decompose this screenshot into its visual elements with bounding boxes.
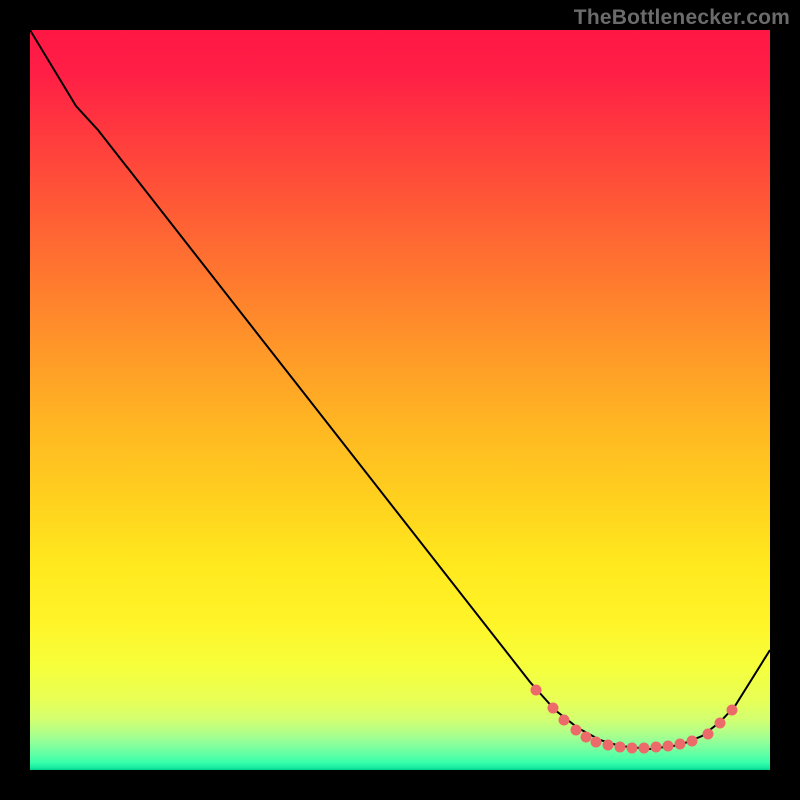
curve-marker bbox=[581, 732, 592, 743]
curve-marker bbox=[548, 703, 559, 714]
curve-marker bbox=[559, 715, 570, 726]
chart-canvas: TheBottlenecker.com bbox=[0, 0, 800, 800]
curve-marker bbox=[627, 743, 638, 754]
curve-marker bbox=[727, 705, 738, 716]
curve-marker bbox=[675, 739, 686, 750]
curve-marker bbox=[703, 729, 714, 740]
curve-marker bbox=[715, 718, 726, 729]
bottleneck-curve bbox=[30, 30, 770, 749]
curve-marker bbox=[531, 685, 542, 696]
curve-marker bbox=[571, 725, 582, 736]
plot-area bbox=[30, 30, 770, 770]
curve-marker bbox=[687, 736, 698, 747]
curve-marker bbox=[603, 740, 614, 751]
curve-marker bbox=[663, 741, 674, 752]
curve-marker bbox=[615, 742, 626, 753]
curve-marker bbox=[639, 743, 650, 754]
curve-markers bbox=[531, 685, 738, 754]
curve-marker bbox=[591, 737, 602, 748]
curve-layer bbox=[30, 30, 770, 770]
curve-marker bbox=[651, 742, 662, 753]
attribution-text: TheBottlenecker.com bbox=[574, 6, 790, 30]
